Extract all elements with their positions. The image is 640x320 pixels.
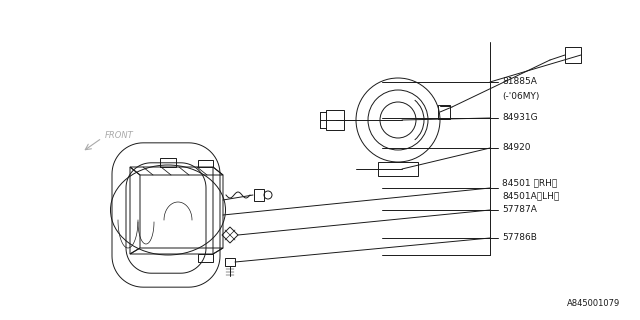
Text: FRONT: FRONT [105,131,134,140]
Text: 57786B: 57786B [502,234,537,243]
Text: (-'06MY): (-'06MY) [502,92,540,100]
Bar [438,105,450,119]
Bar [565,47,581,63]
Text: 81885A: 81885A [502,77,537,86]
Bar [326,110,344,130]
Text: A845001079: A845001079 [567,299,620,308]
Text: 84501 〈RH〉: 84501 〈RH〉 [502,179,557,188]
Bar [225,258,235,266]
Bar [254,189,264,201]
Text: 84501A〈LH〉: 84501A〈LH〉 [502,191,559,201]
Text: 57787A: 57787A [502,205,537,214]
Text: 84920: 84920 [502,143,531,153]
Bar [378,162,418,176]
Text: 84931G: 84931G [502,114,538,123]
